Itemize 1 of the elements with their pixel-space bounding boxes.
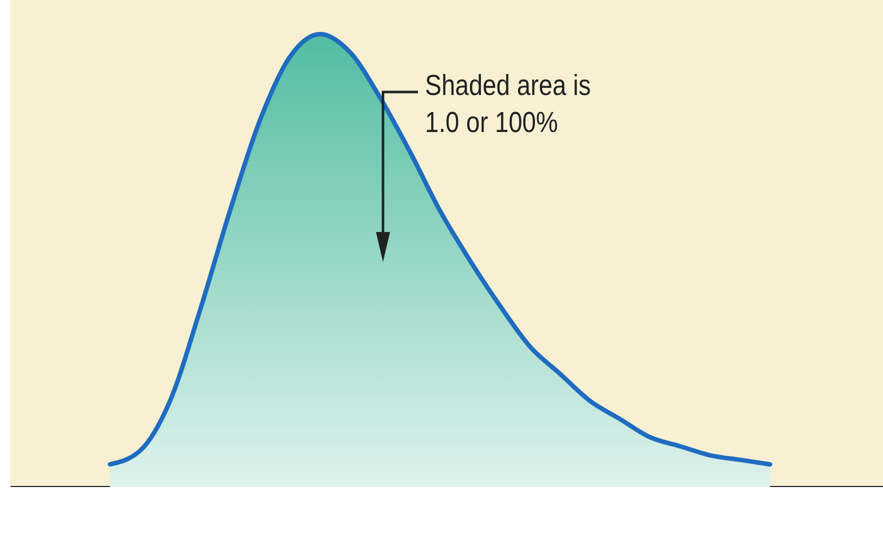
annotation: Shaded area is 1.0 or 100%	[425, 69, 592, 142]
